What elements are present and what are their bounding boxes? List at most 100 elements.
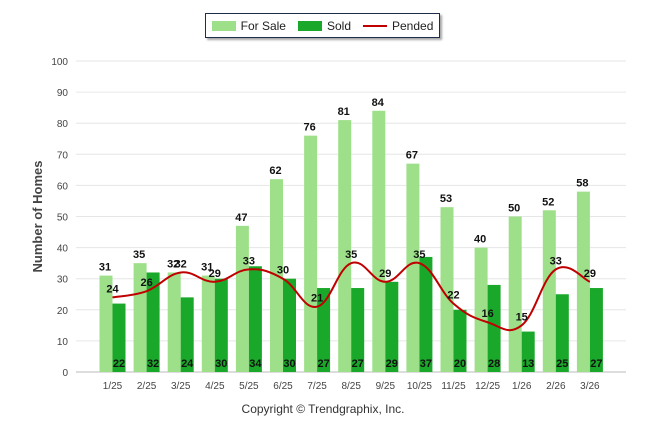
legend-item-sold[interactable]: Sold <box>297 18 351 33</box>
for-sale-bar <box>167 272 181 372</box>
for-sale-value-label: 50 <box>508 203 520 215</box>
sold-value-label: 30 <box>283 358 295 370</box>
y-tick-label: 40 <box>57 244 69 255</box>
sold-bar <box>351 288 365 372</box>
for-sale-value-label: 31 <box>201 262 213 274</box>
y-axis-label: Number of Homes <box>30 161 45 273</box>
sold-bar <box>214 278 228 372</box>
pended-value-label: 24 <box>106 283 119 295</box>
pended-value-label: 33 <box>550 255 562 267</box>
for-sale-bar <box>542 210 556 372</box>
for-sale-value-label: 47 <box>235 212 247 224</box>
sold-bar <box>283 278 296 372</box>
for-sale-value-label: 67 <box>406 150 418 162</box>
sold-bar <box>385 281 399 372</box>
pended-value-label: 29 <box>209 268 221 280</box>
sold-bar <box>555 294 569 372</box>
sold-bar <box>317 288 331 372</box>
y-tick-label: 70 <box>57 150 69 161</box>
x-tick-label: 3/26 <box>580 381 600 392</box>
for-sale-bar <box>406 163 420 372</box>
for-sale-bar <box>576 191 590 372</box>
sold-value-label: 34 <box>249 358 262 370</box>
pended-value-label: 16 <box>481 308 493 320</box>
legend-item-for-sale[interactable]: For Sale <box>211 18 286 33</box>
pended-value-label: 29 <box>584 268 596 280</box>
y-tick-label: 10 <box>57 337 69 348</box>
y-tick-label: 100 <box>51 57 68 68</box>
for-sale-value-label: 58 <box>576 178 588 190</box>
sold-bar <box>521 331 535 372</box>
sold-value-label: 30 <box>215 358 227 370</box>
y-tick-label: 20 <box>57 306 69 317</box>
for-sale-value-label: 84 <box>372 97 385 109</box>
legend: For Sale Sold Pended <box>205 13 440 38</box>
sold-value-label: 13 <box>522 358 534 370</box>
y-tick-label: 30 <box>57 275 69 286</box>
for-sale-bar <box>372 110 386 372</box>
sold-value-label: 25 <box>556 358 568 370</box>
x-tick-label: 3/25 <box>171 381 191 392</box>
sold-value-label: 29 <box>386 358 398 370</box>
x-tick-label: 2/26 <box>546 381 566 392</box>
sold-value-label: 20 <box>454 358 466 370</box>
for-sale-bar <box>201 275 215 372</box>
pended-value-label: 35 <box>345 249 357 261</box>
for-sale-value-label: 76 <box>303 122 315 134</box>
x-tick-label: 6/25 <box>273 381 293 392</box>
for-sale-value-label: 40 <box>474 234 486 246</box>
for-sale-bar <box>133 263 147 372</box>
sold-value-label: 32 <box>147 358 159 370</box>
pended-value-label: 22 <box>447 290 459 302</box>
y-tick-label: 50 <box>57 213 69 224</box>
for-sale-swatch <box>211 20 236 31</box>
pended-swatch <box>363 24 387 27</box>
pended-value-label: 33 <box>243 255 255 267</box>
pended-value-label: 32 <box>175 258 187 270</box>
for-sale-bar <box>338 120 352 372</box>
sold-value-label: 37 <box>420 358 432 370</box>
sold-bar <box>146 272 160 372</box>
copyright-footer: Copyright © Trendgraphix, Inc. <box>241 402 405 416</box>
for-sale-bar <box>508 216 522 372</box>
for-sale-bar <box>99 275 113 372</box>
sold-value-label: 27 <box>352 358 364 370</box>
sold-value-label: 24 <box>181 358 194 370</box>
for-sale-value-label: 31 <box>99 262 111 274</box>
pended-value-label: 15 <box>516 311 528 323</box>
pended-value-label: 29 <box>379 268 391 280</box>
x-tick-label: 11/25 <box>441 381 466 392</box>
y-tick-label: 80 <box>57 119 69 130</box>
legend-label-sold: Sold <box>326 18 351 33</box>
for-sale-value-label: 62 <box>269 165 281 177</box>
x-tick-label: 12/25 <box>475 381 500 392</box>
x-tick-label: 5/25 <box>239 381 259 392</box>
x-tick-label: 2/25 <box>137 381 157 392</box>
for-sale-value-label: 35 <box>133 249 145 261</box>
x-tick-label: 4/25 <box>205 381 225 392</box>
sold-value-label: 22 <box>113 358 125 370</box>
legend-item-pended[interactable]: Pended <box>363 19 433 33</box>
sold-bar <box>248 266 262 372</box>
x-tick-label: 9/25 <box>376 381 396 392</box>
x-tick-label: 1/26 <box>512 381 532 392</box>
sold-bar <box>419 256 433 372</box>
x-tick-label: 8/25 <box>341 381 361 392</box>
pended-value-label: 26 <box>140 277 152 289</box>
sold-value-label: 28 <box>488 358 500 370</box>
sold-bar <box>589 288 603 372</box>
pended-value-label: 30 <box>277 265 289 277</box>
for-sale-bar <box>235 225 249 372</box>
pended-line <box>112 261 591 332</box>
sold-bar <box>180 297 194 372</box>
pended-value-label: 21 <box>311 293 323 305</box>
x-tick-label: 1/25 <box>103 381 123 392</box>
legend-label-for-sale: For Sale <box>240 18 286 33</box>
for-sale-value-label: 32 <box>167 258 179 270</box>
legend-label-pended: Pended <box>392 18 434 33</box>
sold-value-label: 27 <box>317 358 329 370</box>
for-sale-bar <box>440 207 454 372</box>
sold-bar <box>112 303 126 372</box>
pended-value-label: 35 <box>413 249 425 261</box>
